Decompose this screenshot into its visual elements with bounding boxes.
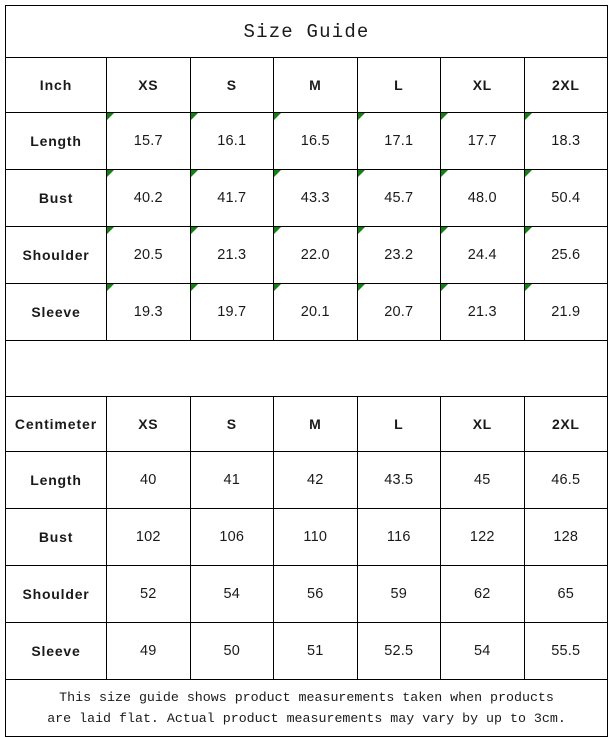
- inch-length-xl: 17.7: [440, 112, 525, 170]
- inch-row-label-sleeve: Sleeve: [5, 283, 107, 341]
- inch-header-row: Inch XS S M L XL 2XL: [5, 57, 609, 113]
- cm-length-l: 43.5: [356, 451, 441, 509]
- inch-col-header-m: M: [273, 57, 358, 113]
- inch-bust-l: 45.7: [356, 169, 441, 227]
- centimeter-unit-label: Centimeter: [5, 396, 107, 452]
- cm-shoulder-l: 59: [356, 565, 441, 623]
- centimeter-header-row: Centimeter XS S M L XL 2XL: [5, 396, 609, 452]
- inch-sleeve-s: 19.7: [189, 283, 274, 341]
- cm-col-header-xs: XS: [106, 396, 191, 452]
- inch-row-label-bust: Bust: [5, 169, 107, 227]
- inch-shoulder-s: 21.3: [189, 226, 274, 284]
- inch-unit-label: Inch: [5, 57, 107, 113]
- page-title: Size Guide: [4, 5, 609, 58]
- table-row: Bust 40.2 41.7 43.3 45.7 48.0 50.4: [5, 169, 609, 227]
- note-line-1: This size guide shows product measuremen…: [59, 690, 554, 705]
- inch-shoulder-l: 23.2: [356, 226, 441, 284]
- inch-length-l: 17.1: [356, 112, 441, 170]
- cm-col-header-2xl: 2XL: [523, 396, 609, 452]
- cm-bust-m: 110: [273, 508, 358, 566]
- inch-bust-s: 41.7: [189, 169, 274, 227]
- cm-bust-xs: 102: [106, 508, 191, 566]
- title-row: Size Guide: [4, 5, 609, 58]
- inch-col-header-s: S: [189, 57, 274, 113]
- cm-sleeve-xs: 49: [106, 622, 191, 680]
- cm-row-label-shoulder: Shoulder: [5, 565, 107, 623]
- inch-shoulder-xl: 24.4: [440, 226, 525, 284]
- cm-sleeve-m: 51: [273, 622, 358, 680]
- cm-col-header-xl: XL: [440, 396, 525, 452]
- table-row: Length 15.7 16.1 16.5 17.1 17.7 18.3: [5, 112, 609, 170]
- cm-shoulder-m: 56: [273, 565, 358, 623]
- cm-bust-s: 106: [189, 508, 274, 566]
- table-row: Sleeve 19.3 19.7 20.1 20.7 21.3 21.9: [5, 283, 609, 341]
- cm-length-m: 42: [273, 451, 358, 509]
- note-line-2: are laid flat. Actual product measuremen…: [47, 711, 566, 726]
- inch-length-s: 16.1: [189, 112, 274, 170]
- inch-col-header-2xl: 2XL: [523, 57, 609, 113]
- cm-col-header-s: S: [189, 396, 274, 452]
- cm-length-xl: 45: [440, 451, 525, 509]
- cm-shoulder-xl: 62: [440, 565, 525, 623]
- inch-length-2xl: 18.3: [523, 112, 609, 170]
- inch-bust-2xl: 50.4: [523, 169, 609, 227]
- inch-sleeve-xs: 19.3: [106, 283, 191, 341]
- size-guide-note: This size guide shows product measuremen…: [4, 679, 609, 737]
- table-row: Bust 102 106 110 116 122 128: [5, 508, 609, 566]
- inch-col-header-xl: XL: [440, 57, 525, 113]
- inch-sleeve-xl: 21.3: [440, 283, 525, 341]
- cm-length-2xl: 46.5: [523, 451, 609, 509]
- cm-row-label-bust: Bust: [5, 508, 107, 566]
- size-guide-body: Size Guide Inch XS S M L XL 2XL Length 1…: [4, 5, 609, 737]
- table-spacer-row: [4, 340, 609, 397]
- table-spacer: [4, 340, 609, 397]
- inch-bust-m: 43.3: [273, 169, 358, 227]
- cm-row-label-length: Length: [5, 451, 107, 509]
- footer-row: This size guide shows product measuremen…: [4, 679, 609, 737]
- size-guide-table: Size Guide Inch XS S M L XL 2XL Length 1…: [4, 5, 609, 737]
- cm-sleeve-l: 52.5: [356, 622, 441, 680]
- inch-sleeve-l: 20.7: [356, 283, 441, 341]
- cm-shoulder-xs: 52: [106, 565, 191, 623]
- inch-shoulder-2xl: 25.6: [523, 226, 609, 284]
- cm-col-header-m: M: [273, 396, 358, 452]
- table-row: Length 40 41 42 43.5 45 46.5: [5, 451, 609, 509]
- table-row: Sleeve 49 50 51 52.5 54 55.5: [5, 622, 609, 680]
- cm-sleeve-xl: 54: [440, 622, 525, 680]
- inch-sleeve-2xl: 21.9: [523, 283, 609, 341]
- cm-sleeve-s: 50: [189, 622, 274, 680]
- inch-bust-xs: 40.2: [106, 169, 191, 227]
- table-row: Shoulder 20.5 21.3 22.0 23.2 24.4 25.6: [5, 226, 609, 284]
- cm-sleeve-2xl: 55.5: [523, 622, 609, 680]
- table-row: Shoulder 52 54 56 59 62 65: [5, 565, 609, 623]
- inch-col-header-xs: XS: [106, 57, 191, 113]
- inch-shoulder-xs: 20.5: [106, 226, 191, 284]
- inch-length-xs: 15.7: [106, 112, 191, 170]
- inch-sleeve-m: 20.1: [273, 283, 358, 341]
- inch-shoulder-m: 22.0: [273, 226, 358, 284]
- inch-row-label-length: Length: [5, 112, 107, 170]
- inch-length-m: 16.5: [273, 112, 358, 170]
- cm-row-label-sleeve: Sleeve: [5, 622, 107, 680]
- inch-row-label-shoulder: Shoulder: [5, 226, 107, 284]
- cm-shoulder-s: 54: [189, 565, 274, 623]
- cm-bust-xl: 122: [440, 508, 525, 566]
- cm-bust-l: 116: [356, 508, 441, 566]
- cm-length-xs: 40: [106, 451, 191, 509]
- inch-col-header-l: L: [356, 57, 441, 113]
- inch-bust-xl: 48.0: [440, 169, 525, 227]
- cm-bust-2xl: 128: [523, 508, 609, 566]
- cm-shoulder-2xl: 65: [523, 565, 609, 623]
- cm-length-s: 41: [189, 451, 274, 509]
- cm-col-header-l: L: [356, 396, 441, 452]
